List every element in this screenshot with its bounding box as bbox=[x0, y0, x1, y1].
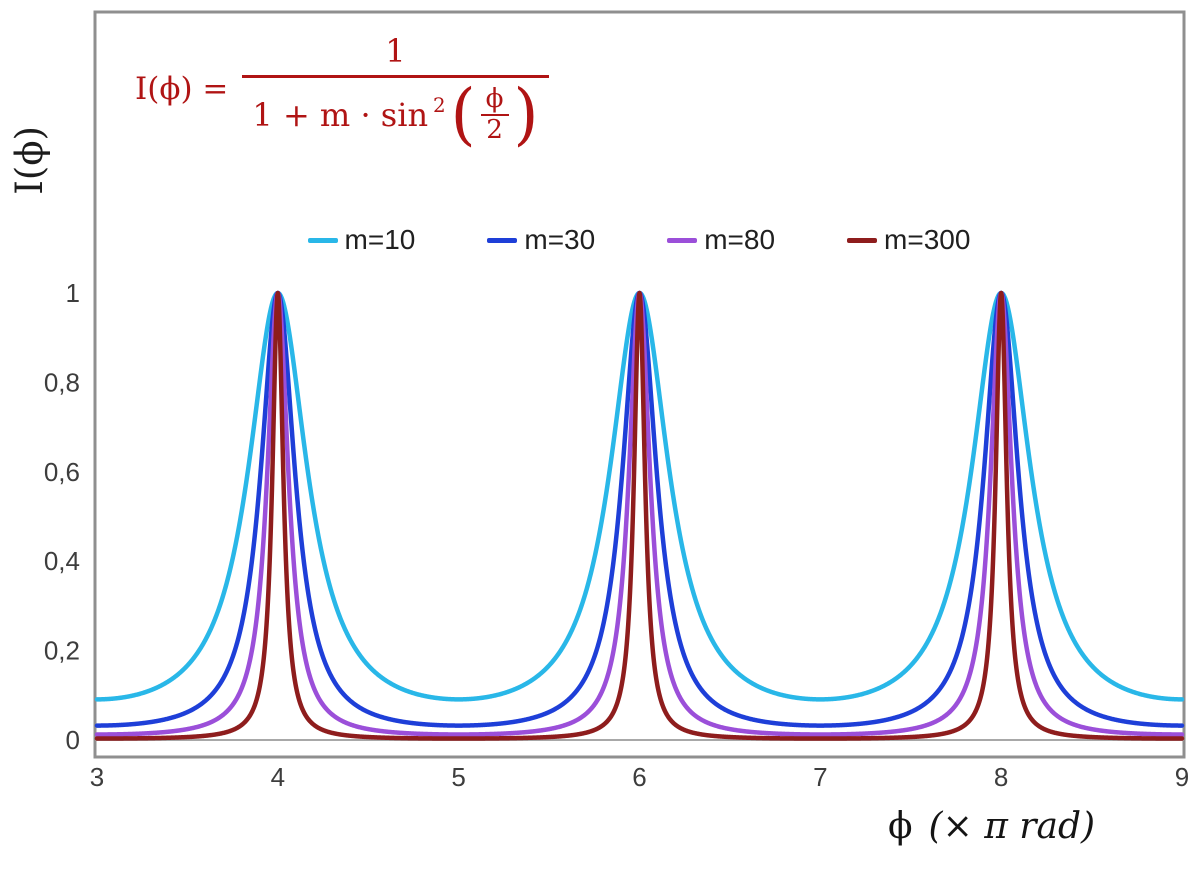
x-tick-label: 5 bbox=[451, 762, 465, 792]
x-axis-symbol: ϕ bbox=[888, 806, 913, 847]
legend: m=10 m=30 m=80 m=300 bbox=[95, 224, 1183, 256]
curve-m=300 bbox=[94, 290, 1185, 741]
formula-numerator: 1 bbox=[385, 32, 406, 70]
legend-swatch-m300 bbox=[847, 237, 878, 243]
plot-border bbox=[93, 10, 1186, 759]
legend-label-m300: m=300 bbox=[884, 224, 971, 255]
close-paren: ) bbox=[513, 76, 539, 155]
inner-numerator: ϕ bbox=[480, 84, 509, 117]
y-tick-label: 0 bbox=[66, 725, 80, 755]
x-tick-label: 9 bbox=[1175, 762, 1189, 792]
legend-item-m30: m=30 bbox=[487, 224, 595, 256]
legend-label-m80: m=80 bbox=[704, 224, 776, 255]
legend-swatch-m80 bbox=[667, 237, 698, 243]
x-axis-title: ϕ (× π rad) bbox=[888, 806, 1095, 847]
legend-item-m300: m=300 bbox=[847, 224, 970, 256]
inner-denominator: 2 bbox=[486, 115, 503, 146]
formula-fraction: 1 1 + m · sin 2 ( ϕ 2 ) bbox=[242, 32, 549, 155]
airy-formula: I(ϕ) = 1 1 + m · sin 2 ( ϕ 2 ) bbox=[135, 32, 549, 155]
y-tick-label: 0,6 bbox=[44, 457, 80, 487]
x-tick-label: 8 bbox=[994, 762, 1008, 792]
legend-item-m80: m=80 bbox=[667, 224, 775, 256]
legend-swatch-m10 bbox=[307, 237, 338, 243]
x-tick-label: 4 bbox=[271, 762, 285, 792]
open-paren: ( bbox=[450, 76, 476, 155]
legend-label-m10: m=10 bbox=[344, 224, 416, 255]
x-tick-label: 3 bbox=[90, 762, 104, 792]
formula-lhs: I(ϕ) = bbox=[135, 70, 229, 107]
x-tick-label: 6 bbox=[632, 762, 646, 792]
legend-item-m10: m=10 bbox=[307, 224, 416, 256]
y-tick-label: 0,4 bbox=[44, 546, 80, 576]
curve-m=30 bbox=[94, 290, 1185, 728]
legend-label-m30: m=30 bbox=[524, 224, 596, 255]
x-tick-label: 7 bbox=[813, 762, 827, 792]
curve-m=80 bbox=[94, 290, 1185, 737]
formula-denominator: 1 + m · sin 2 ( ϕ 2 ) bbox=[242, 75, 549, 155]
y-tick-label: 0,8 bbox=[44, 367, 80, 397]
y-tick-label: 0,2 bbox=[44, 636, 80, 666]
formula-denominator-lead: 1 + m · sin bbox=[252, 96, 429, 135]
formula-inner-fraction: ϕ 2 bbox=[480, 84, 509, 146]
y-axis-title: I(ϕ) bbox=[8, 126, 51, 195]
y-tick-label: 1 bbox=[66, 278, 80, 308]
legend-swatch-m30 bbox=[487, 237, 518, 243]
x-axis-unit: (× π rad) bbox=[928, 806, 1096, 847]
